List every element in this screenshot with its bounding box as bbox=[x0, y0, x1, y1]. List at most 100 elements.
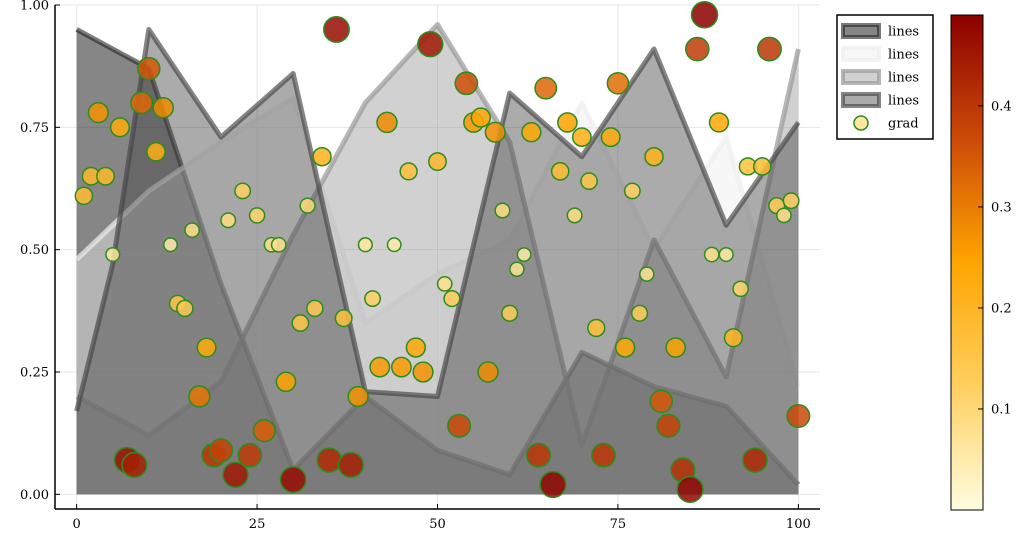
scatter-point bbox=[74, 186, 94, 206]
scatter-point bbox=[732, 280, 749, 298]
scatter-point bbox=[550, 162, 570, 181]
colorbar-tick-label: 0.3 bbox=[991, 200, 1012, 215]
series-3-area bbox=[76, 24, 799, 495]
scatter-point bbox=[484, 121, 506, 143]
scatter-point bbox=[600, 127, 621, 148]
legend: lines lines lines lines grad bbox=[836, 14, 934, 140]
scatter-point bbox=[509, 261, 525, 277]
scatter-point bbox=[121, 451, 148, 479]
scatter-point bbox=[237, 442, 263, 468]
scatter-point bbox=[364, 290, 382, 308]
scatter-point bbox=[130, 91, 154, 115]
scatter-point bbox=[275, 371, 297, 393]
series-1-line bbox=[75, 27, 801, 487]
scatter-point bbox=[337, 451, 364, 479]
scatter-point bbox=[323, 16, 350, 43]
scatter-point bbox=[184, 222, 201, 238]
scatter-point bbox=[776, 207, 792, 224]
scatter-point bbox=[357, 237, 373, 253]
scatter-point bbox=[571, 127, 592, 148]
scatter-point bbox=[222, 461, 249, 488]
scatter-point bbox=[376, 111, 398, 134]
series-2-area bbox=[76, 97, 799, 495]
scatter-point bbox=[109, 117, 130, 138]
scatter-point bbox=[447, 413, 472, 438]
scatter-point bbox=[623, 182, 641, 200]
legend-swatch-line bbox=[841, 92, 881, 108]
legend-swatch-fill bbox=[843, 71, 879, 83]
scatter-point bbox=[639, 266, 655, 282]
colorbar-gradient bbox=[950, 14, 984, 511]
scatter-point bbox=[270, 236, 287, 253]
scatter-point bbox=[220, 212, 237, 229]
scatter-point bbox=[96, 166, 115, 186]
scatter-point bbox=[176, 299, 194, 318]
series-layer bbox=[74, 22, 801, 495]
scatter-point bbox=[390, 356, 412, 378]
scatter-point bbox=[163, 237, 178, 253]
scatter-point bbox=[454, 71, 479, 96]
scatter-point bbox=[644, 146, 664, 167]
x-tick-label: 25 bbox=[249, 517, 266, 532]
y-tick-label: 0.25 bbox=[20, 365, 49, 380]
scatter-point bbox=[614, 337, 636, 358]
legend-label: lines bbox=[888, 94, 919, 109]
scatter-point bbox=[291, 314, 310, 332]
scatter-point bbox=[521, 122, 542, 143]
scatter-point bbox=[152, 97, 175, 119]
scatter-point bbox=[369, 356, 391, 378]
legend-swatch-fill bbox=[843, 25, 879, 37]
scatter-point bbox=[630, 304, 649, 322]
scatter-point bbox=[312, 146, 332, 167]
scatter-point bbox=[690, 1, 719, 29]
series-4-area bbox=[76, 29, 799, 495]
scatter-point bbox=[405, 337, 427, 358]
scatter-point bbox=[494, 202, 511, 219]
scatter-point bbox=[306, 299, 324, 318]
colorbar: 0.1 0.2 0.3 0.4 bbox=[950, 14, 1012, 511]
scatter-point bbox=[708, 112, 730, 133]
y-tick-label: 1.00 bbox=[20, 0, 49, 14]
legend-marker bbox=[853, 115, 869, 131]
scatter-point bbox=[587, 318, 606, 338]
x-tick-label: 100 bbox=[786, 517, 811, 532]
scatter-point bbox=[757, 36, 782, 62]
scatter-point bbox=[279, 466, 307, 494]
scatter-point bbox=[723, 328, 744, 348]
scatter-point bbox=[539, 470, 567, 499]
scatter-point bbox=[234, 182, 252, 200]
scatter-point bbox=[248, 207, 266, 224]
scatter-point bbox=[105, 246, 121, 263]
scatter-point bbox=[428, 152, 447, 172]
scatter-point bbox=[501, 304, 519, 322]
y-tick-label: 0.50 bbox=[20, 243, 49, 258]
scatter-point bbox=[399, 162, 418, 181]
legend-swatch-line bbox=[841, 69, 881, 85]
x-tick-label: 0 bbox=[73, 517, 81, 532]
scatter-point bbox=[649, 389, 673, 414]
colorbar-tick-label: 0.2 bbox=[991, 301, 1012, 316]
scatter-point bbox=[752, 157, 772, 176]
scatter-point bbox=[470, 107, 491, 128]
scatter-point bbox=[436, 276, 453, 292]
scatter-point bbox=[516, 247, 532, 263]
scatter-point bbox=[443, 289, 461, 308]
scatter-point bbox=[718, 246, 734, 263]
colorbar-tick-label: 0.1 bbox=[991, 402, 1012, 417]
series-2-line bbox=[74, 95, 801, 388]
legend-swatch-line bbox=[841, 23, 881, 39]
scatter-point bbox=[137, 56, 161, 81]
legend-label: lines bbox=[888, 25, 919, 40]
legend-swatch-line bbox=[841, 46, 881, 62]
scatter-point bbox=[299, 197, 316, 214]
scatter-point bbox=[417, 30, 444, 58]
scatter-point bbox=[684, 36, 710, 62]
scatter-point bbox=[316, 447, 342, 473]
x-tick-label: 75 bbox=[610, 517, 627, 532]
scatter-point bbox=[606, 71, 630, 95]
scatter-point bbox=[208, 438, 234, 463]
scatter-point bbox=[347, 385, 369, 408]
scatter-point bbox=[591, 442, 616, 468]
scatter-point bbox=[566, 207, 583, 224]
